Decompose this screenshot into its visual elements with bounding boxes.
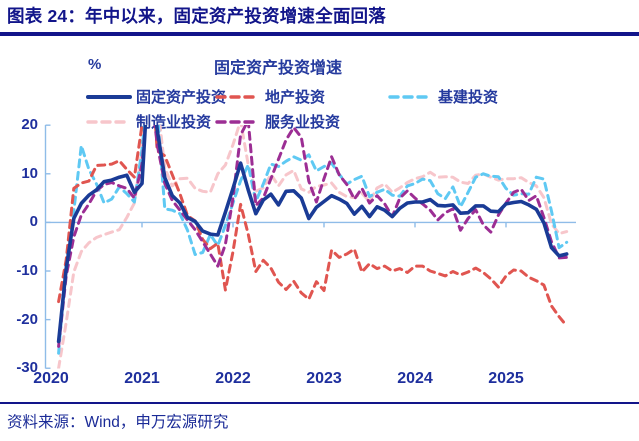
legend-item-manufacturing-investment: 制造业投资 — [86, 111, 211, 132]
legend-label: 服务业投资 — [265, 114, 341, 131]
x-tick-label: 2021 — [124, 370, 160, 387]
x-tick-label: 2024 — [397, 370, 433, 387]
legend-label: 基建投资 — [438, 89, 499, 106]
x-tick-label: 2022 — [215, 370, 251, 387]
legend-item-infrastructure-investment: 基建投资 — [388, 86, 498, 107]
y-tick-label: 0 — [29, 213, 38, 231]
chart-title: 固定资产投资增速 — [214, 60, 343, 77]
legend-item-services-investment: 服务业投资 — [215, 111, 340, 132]
y-tick-label: -30 — [16, 359, 38, 377]
legend-line-icon — [215, 119, 261, 124]
y-tick-label: 20 — [21, 116, 38, 134]
x-tick-label: 2020 — [33, 370, 69, 387]
legend-line-icon — [215, 94, 261, 99]
legend-line-icon — [86, 119, 132, 124]
legend-line-icon — [388, 94, 434, 99]
source-divider — [0, 402, 639, 404]
figure-title: 图表 24：年中以来，固定资产投资增速全面回落 — [7, 6, 386, 26]
legend-label: 制造业投资 — [136, 114, 212, 131]
x-tick-label: 2025 — [488, 370, 524, 387]
y-tick-label: -10 — [16, 262, 38, 279]
legend-item-fixed-asset-investment: 固定资产投资 — [86, 86, 226, 107]
y-axis-unit-label: % — [88, 56, 102, 73]
legend-label: 地产投资 — [265, 89, 326, 106]
source-text: 资料来源：Wind，申万宏源研究 — [7, 414, 229, 431]
legend-label: 固定资产投资 — [136, 89, 227, 106]
legend-item-real-estate-investment: 地产投资 — [215, 86, 325, 107]
y-tick-label: 10 — [21, 164, 38, 182]
series-line-1 — [57, 125, 569, 328]
x-tick-label: 2023 — [306, 370, 342, 387]
legend-line-icon — [86, 94, 132, 99]
y-tick-label: -20 — [16, 310, 38, 328]
title-divider — [0, 32, 639, 36]
